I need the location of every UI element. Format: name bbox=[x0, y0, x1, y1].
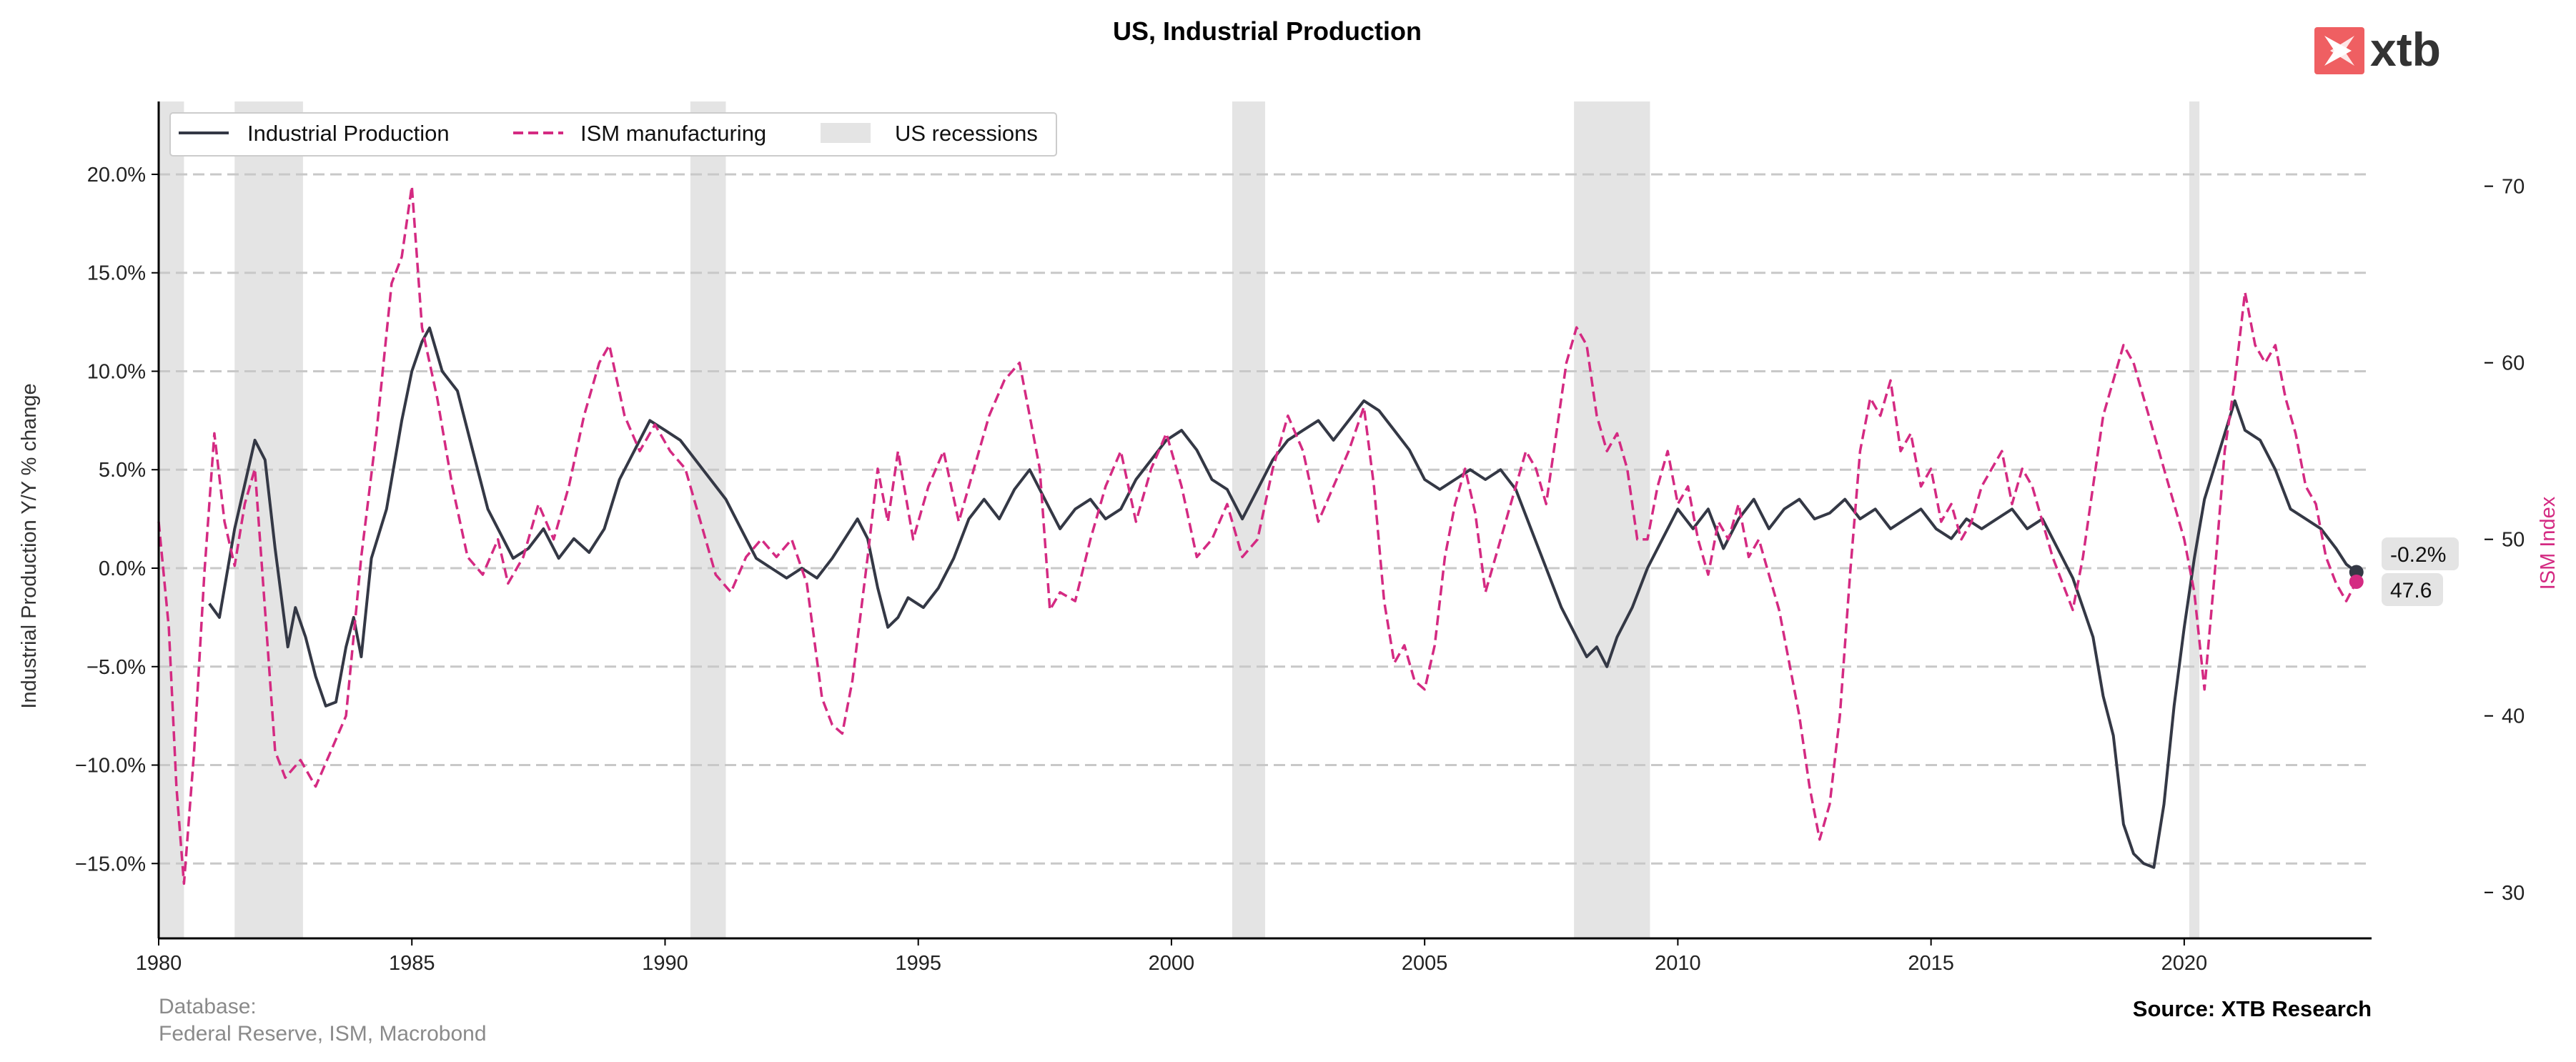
right-tick-label: 70 bbox=[2502, 176, 2525, 199]
x-tick-label: 2010 bbox=[1655, 952, 1701, 975]
right-axis-label: ISM Index bbox=[2537, 496, 2560, 590]
x-tick-label: 1995 bbox=[895, 952, 941, 975]
footer-source: Source: XTB Research bbox=[2133, 996, 2372, 1021]
chart-title: US, Industrial Production bbox=[1113, 16, 1422, 46]
footer-database-sources: Federal Reserve, ISM, Macrobond bbox=[159, 1022, 487, 1046]
legend-ip-label: Industrial Production bbox=[247, 121, 450, 146]
ism-end-label: 47.6 bbox=[2390, 579, 2432, 602]
ism-end-label-box bbox=[2382, 573, 2443, 606]
recession-band bbox=[234, 101, 303, 938]
x-tick-label: 2000 bbox=[1149, 952, 1195, 975]
right-axis-ticks: 70 60 50 40 30 bbox=[2485, 176, 2525, 905]
x-tick-label: 1980 bbox=[136, 952, 182, 975]
left-tick-label: 10.0% bbox=[87, 360, 146, 383]
industrial-production-series bbox=[208, 326, 2364, 869]
recession-band bbox=[1574, 101, 1650, 938]
gridlines bbox=[159, 173, 2372, 865]
axes bbox=[157, 101, 2372, 940]
recession-band bbox=[159, 101, 184, 938]
recession-band bbox=[2189, 101, 2200, 938]
end-value-labels: -0.2% 47.6 bbox=[2382, 537, 2459, 606]
legend-recession-label: US recessions bbox=[895, 121, 1038, 146]
footer-database-label: Database: bbox=[159, 995, 257, 1018]
recession-band bbox=[1232, 101, 1265, 938]
xtb-logo: xtb bbox=[2314, 23, 2441, 76]
left-tick-label: −10.0% bbox=[75, 755, 146, 778]
x-tick-label: 2020 bbox=[2161, 952, 2208, 975]
x-tick-label: 1990 bbox=[642, 952, 688, 975]
recession-band bbox=[690, 101, 726, 938]
left-axis-label: Industrial Production Y/Y % change bbox=[18, 383, 41, 708]
right-tick-label: 30 bbox=[2502, 882, 2525, 905]
left-tick-label: 5.0% bbox=[99, 459, 146, 482]
x-tick-label: 1985 bbox=[389, 952, 435, 975]
left-tick-label: 20.0% bbox=[87, 164, 146, 187]
industrial-production-line bbox=[208, 326, 2357, 869]
right-tick-label: 40 bbox=[2502, 705, 2525, 728]
ism-manufacturing-line bbox=[157, 184, 2358, 885]
recession-bands bbox=[159, 101, 2200, 938]
right-tick-label: 60 bbox=[2502, 352, 2525, 375]
left-tick-label: −5.0% bbox=[86, 656, 146, 679]
left-tick-label: 15.0% bbox=[87, 262, 146, 285]
left-axis-ticks: 20.0% 15.0% 10.0% 5.0% 0.0% −5.0% −10.0% −15.0% bbox=[75, 164, 159, 875]
ism-end-marker bbox=[2349, 574, 2364, 589]
logo-text: xtb bbox=[2370, 23, 2441, 76]
x-axis-ticks: 1980 1985 1990 1995 2000 2005 2010 2015 2020 bbox=[136, 938, 2207, 975]
logo-cross-icon bbox=[2330, 36, 2354, 66]
right-tick-label: 50 bbox=[2502, 529, 2525, 552]
legend-ism-label: ISM manufacturing bbox=[580, 121, 766, 146]
legend: Industrial Production ISM manufacturing … bbox=[169, 112, 1057, 157]
ip-end-label-box bbox=[2382, 537, 2459, 570]
legend-recession-swatch bbox=[821, 123, 871, 143]
x-tick-label: 2005 bbox=[1402, 952, 1448, 975]
ism-series bbox=[157, 184, 2364, 885]
ip-end-label: -0.2% bbox=[2390, 543, 2446, 567]
x-tick-label: 2015 bbox=[1908, 952, 1954, 975]
left-tick-label: 0.0% bbox=[99, 557, 146, 580]
left-tick-label: −15.0% bbox=[75, 853, 146, 875]
